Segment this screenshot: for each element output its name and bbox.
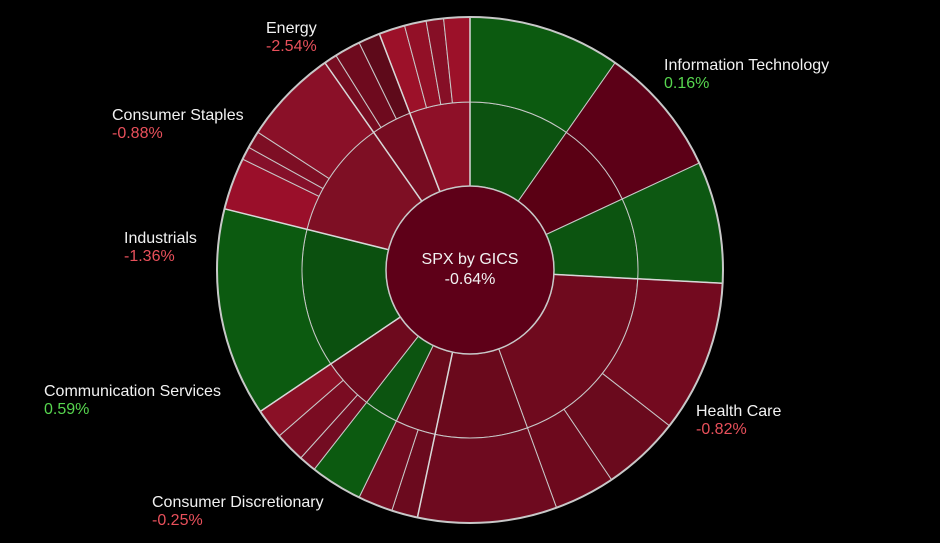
center-value: -0.64% <box>445 271 496 288</box>
sector-name: Industrials <box>124 230 197 247</box>
label-energy: Energy -2.54% <box>266 20 317 56</box>
sector-change: 0.59% <box>44 401 90 418</box>
label-health-care: Health Care -0.82% <box>696 403 781 439</box>
outer-ring-outline <box>216 16 724 524</box>
sector-change: -2.54% <box>266 38 317 55</box>
center-title: SPX by GICS <box>422 251 519 268</box>
sector-divider <box>324 62 423 202</box>
sector-name: Energy <box>266 20 317 37</box>
sector-divider <box>378 33 441 192</box>
center-disc <box>385 185 555 355</box>
sector-name: Consumer Discretionary <box>152 494 324 511</box>
label-communication-services: Communication Services 0.59% <box>44 383 221 419</box>
sector-change: -0.88% <box>112 125 163 142</box>
label-consumer-discretionary: Consumer Discretionary -0.25% <box>152 494 324 530</box>
sector-change: -1.36% <box>124 248 175 265</box>
sector-name: Consumer Staples <box>112 107 244 124</box>
sector-divider <box>224 208 389 251</box>
sector-name: Health Care <box>696 403 782 420</box>
sector-change: -0.82% <box>696 421 747 438</box>
label-consumer-staples: Consumer Staples -0.88% <box>112 107 244 143</box>
sector-name: Information Technology <box>664 57 830 74</box>
sector-name: Communication Services <box>44 383 221 400</box>
sector-change: 0.16% <box>664 75 710 92</box>
sector-divider <box>259 316 401 413</box>
sector-divider <box>416 352 454 518</box>
sector-change: -0.25% <box>152 512 203 529</box>
sector-divider <box>553 273 723 284</box>
label-industrials: Industrials -1.36% <box>124 230 197 266</box>
label-information-technology: Information Technology 0.16% <box>664 57 829 93</box>
